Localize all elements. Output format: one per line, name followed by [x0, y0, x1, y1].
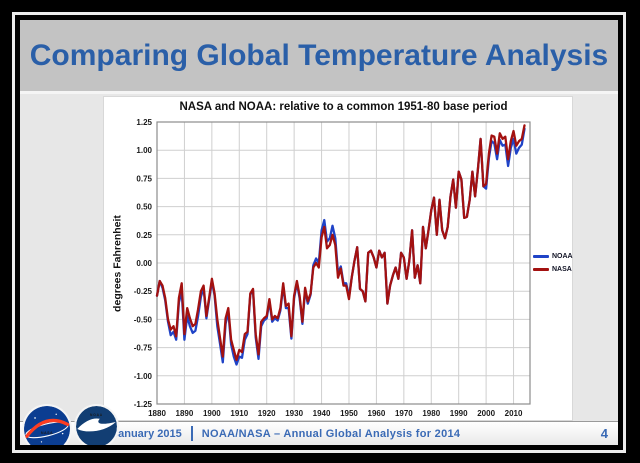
svg-text:-1.00: -1.00 [134, 372, 153, 381]
chart-legend: NOAA NASA [533, 253, 573, 273]
svg-text:1960: 1960 [368, 409, 386, 418]
svg-text:-1.25: -1.25 [134, 400, 153, 409]
svg-text:-0.25: -0.25 [134, 287, 153, 296]
svg-text:1950: 1950 [340, 409, 358, 418]
svg-text:2000: 2000 [477, 409, 495, 418]
svg-text:1980: 1980 [422, 409, 440, 418]
page-number: 4 [600, 426, 608, 441]
svg-text:-0.75: -0.75 [134, 344, 153, 353]
footer-content: January 2015 NOAA/NASA – Annual Global A… [112, 422, 460, 445]
svg-text:1890: 1890 [176, 409, 194, 418]
nasa-meatball-icon: NASA [24, 406, 70, 445]
svg-text:1940: 1940 [313, 409, 331, 418]
legend-item-nasa: NASA [533, 266, 573, 273]
svg-text:-0.50: -0.50 [134, 315, 153, 324]
svg-text:1.25: 1.25 [136, 118, 152, 127]
footer-text: NOAA/NASA – Annual Global Analysis for 2… [201, 427, 461, 440]
noaa-seagull-icon: NOAA [76, 406, 117, 445]
footer-strip: January 2015 NOAA/NASA – Annual Global A… [20, 421, 618, 445]
legend-label-noaa: NOAA [552, 253, 573, 260]
page-title: Comparing Global Temperature Analysis [29, 38, 609, 72]
svg-text:1990: 1990 [450, 409, 468, 418]
svg-text:2010: 2010 [505, 409, 523, 418]
svg-text:1970: 1970 [395, 409, 413, 418]
title-underline [20, 91, 618, 94]
svg-text:1930: 1930 [285, 409, 303, 418]
svg-text:0.50: 0.50 [136, 203, 152, 212]
nasa-line-swatch [533, 268, 549, 271]
svg-text:1880: 1880 [148, 409, 166, 418]
svg-text:0.00: 0.00 [136, 259, 152, 268]
title-band: Comparing Global Temperature Analysis [20, 20, 618, 91]
svg-text:NOAA: NOAA [90, 413, 103, 417]
temperature-line-chart: 1880 1890 1900 1910 1920 1930 1940 1950 1960 1970… [134, 118, 531, 418]
footer-date: January 2015 [112, 427, 182, 440]
noaa-logo: NOAA [76, 406, 117, 445]
noaa-line-swatch [533, 255, 549, 258]
svg-text:0.25: 0.25 [136, 231, 152, 240]
svg-text:0.75: 0.75 [136, 174, 152, 183]
slide: Comparing Global Temperature Analysis NA… [20, 20, 618, 445]
svg-text:1910: 1910 [230, 409, 248, 418]
chart-title: NASA and NOAA: relative to a common 1951… [179, 101, 508, 113]
y-axis-label: degrees Fahrenheit [111, 215, 124, 312]
legend-item-noaa: NOAA [533, 253, 573, 260]
chart-panel: NASA and NOAA: relative to a common 1951… [104, 97, 573, 420]
svg-text:1920: 1920 [258, 409, 276, 418]
slide-frame: Comparing Global Temperature Analysis NA… [12, 12, 626, 453]
footer-divider [190, 426, 193, 441]
svg-text:1.00: 1.00 [136, 146, 152, 155]
svg-text:NASA: NASA [41, 431, 53, 435]
svg-text:1900: 1900 [203, 409, 221, 418]
legend-label-nasa: NASA [552, 266, 572, 273]
nasa-logo: NASA [24, 406, 70, 445]
